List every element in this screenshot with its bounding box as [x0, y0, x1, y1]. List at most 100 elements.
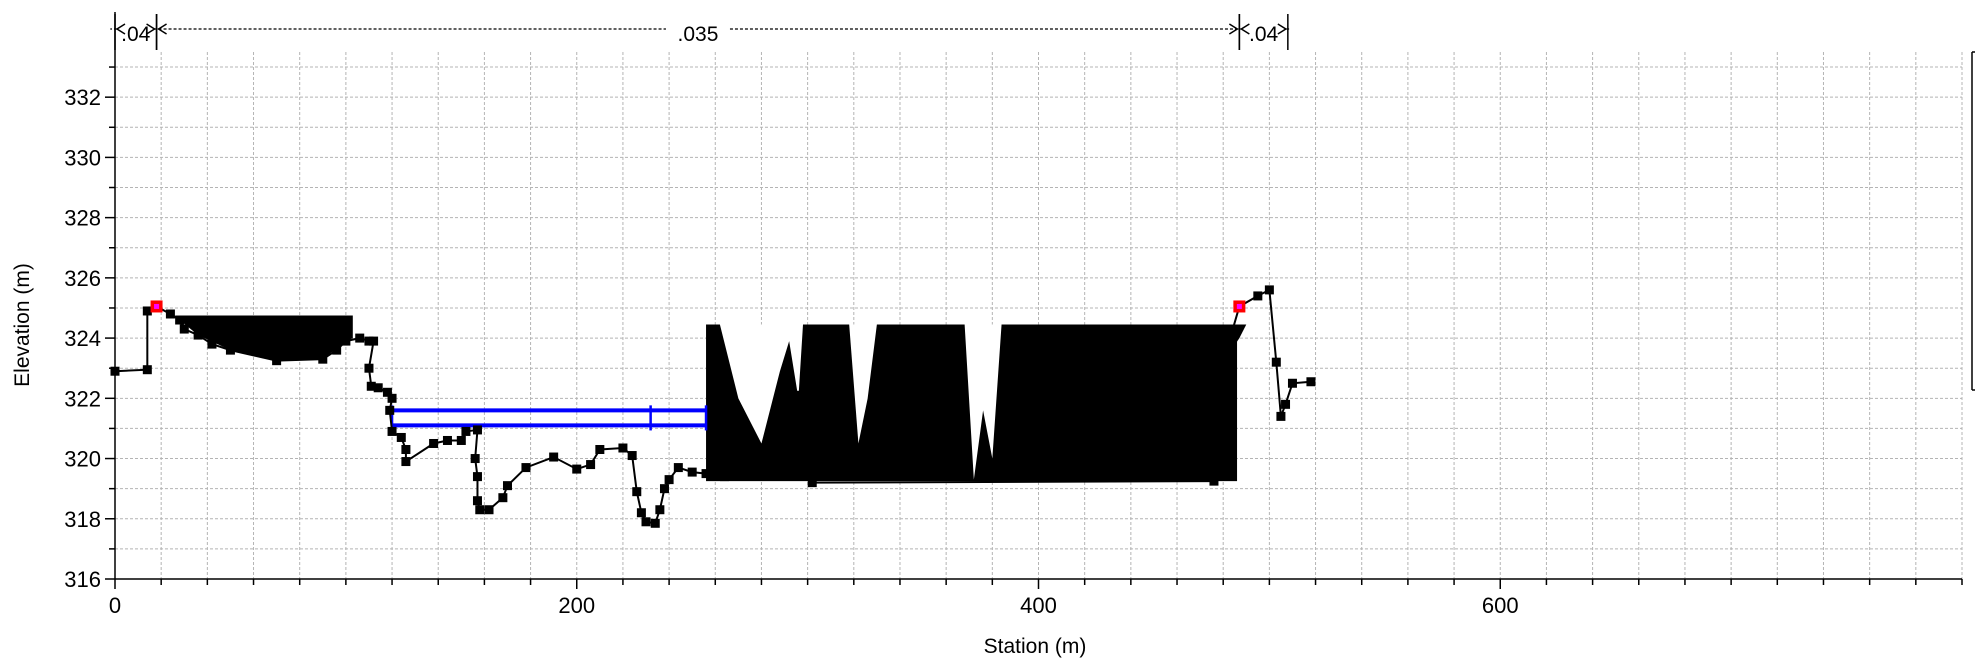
ground-point: [193, 330, 203, 340]
y-tick-label: 326: [64, 266, 101, 291]
ground-point: [793, 435, 803, 445]
ground-point: [225, 345, 235, 355]
ground-point: [373, 383, 383, 393]
ground-point: [456, 435, 466, 445]
ground-point: [627, 451, 637, 461]
ground-point: [1276, 411, 1286, 421]
ground-point: [366, 381, 376, 391]
ground-point: [770, 429, 780, 439]
y-tick-label: 328: [64, 206, 101, 231]
n-value-label: .04: [121, 23, 151, 46]
ground-point: [355, 333, 365, 343]
ground-point: [142, 365, 152, 375]
ground-point: [636, 508, 646, 518]
bank-stations: [150, 300, 1246, 313]
ground-point: [382, 387, 392, 397]
ground-point: [472, 472, 482, 482]
ground-point: [521, 463, 531, 473]
ground-point: [175, 315, 185, 325]
ground-point: [272, 356, 282, 366]
ground-point: [701, 469, 711, 479]
ground-point: [807, 478, 817, 488]
ground-point: [472, 496, 482, 506]
ground-point: [1209, 476, 1219, 486]
x-tick-label: 0: [109, 593, 121, 618]
y-tick-label: 324: [64, 326, 101, 351]
y-axis-title: Elevation (m): [11, 263, 34, 387]
n-arrow-left: [115, 23, 126, 35]
n-arrow-right: [146, 23, 156, 35]
y-tick-label: 320: [64, 447, 101, 472]
obstruction-gap: [849, 324, 877, 444]
ground-point: [659, 484, 669, 494]
y-tick-label: 330: [64, 145, 101, 170]
ground-point: [733, 469, 743, 479]
ground-point: [401, 457, 411, 467]
ground-point: [385, 405, 395, 415]
ground-point: [791, 390, 801, 400]
ground-point: [586, 460, 596, 470]
ground-point: [687, 467, 697, 477]
obstruction-block: [1213, 324, 1247, 363]
ground-point: [650, 518, 660, 528]
ground-point: [664, 475, 674, 485]
x-tick-label: 400: [1020, 593, 1057, 618]
y-tick-label: 316: [64, 567, 101, 592]
y-tick-label: 318: [64, 507, 101, 532]
ground-point: [632, 487, 642, 497]
ground-point: [396, 432, 406, 442]
ground-point: [1281, 399, 1291, 409]
bank-station-center: [154, 303, 160, 309]
ground-point: [387, 393, 397, 403]
ground-point: [484, 505, 494, 515]
ground-point: [655, 505, 665, 515]
ground-point: [369, 336, 379, 346]
ground-point: [461, 426, 471, 436]
ground-point: [1306, 377, 1316, 387]
ground-point: [1218, 357, 1228, 367]
obstruction-gap: [719, 324, 804, 444]
ground-point: [442, 435, 452, 445]
ground-point: [673, 463, 683, 473]
ineffective-flow-areas: [390, 405, 708, 431]
n-arrow-left: [1239, 23, 1250, 35]
ground-point: [572, 464, 582, 474]
y-tick-label: 322: [64, 386, 101, 411]
ground-point: [142, 306, 152, 316]
y-tick-label: 332: [64, 85, 101, 110]
ground-point: [1253, 291, 1263, 301]
n-arrow-right: [1228, 23, 1239, 35]
ground-point: [1271, 357, 1281, 367]
axes: 0 200 400 600 316 318 320 322 324 326 328 330 332: [64, 12, 1963, 618]
obstructions: [179, 315, 1247, 482]
ground-point: [720, 472, 730, 482]
ground-point: [207, 339, 217, 349]
x-tick-label: 200: [558, 593, 595, 618]
n-value-label: .035: [678, 23, 719, 46]
ground-point: [1287, 378, 1297, 388]
ground-point: [1264, 285, 1274, 295]
ground-point: [387, 426, 397, 436]
n-value-label: .04: [1249, 23, 1279, 46]
ground-point: [470, 454, 480, 464]
ground-point: [332, 345, 342, 355]
ground-point: [429, 438, 439, 448]
ground-point: [549, 452, 559, 462]
x-axis-title: Station (m): [984, 635, 1087, 658]
bank-station-center: [1236, 303, 1242, 309]
n-arrow-right: [1277, 23, 1288, 35]
n-arrow-left: [157, 23, 167, 35]
obstruction-block: [179, 315, 353, 361]
obstruction-gap: [964, 324, 1002, 480]
ground-point: [364, 363, 374, 373]
ground-point: [784, 396, 794, 406]
ground-point: [472, 425, 482, 435]
ground-point: [341, 336, 351, 346]
ground-point: [641, 517, 651, 527]
ground-point: [710, 470, 720, 480]
ground-point: [502, 481, 512, 491]
ground-point: [498, 493, 508, 503]
ground-point: [179, 324, 189, 334]
ground-point: [475, 505, 485, 515]
